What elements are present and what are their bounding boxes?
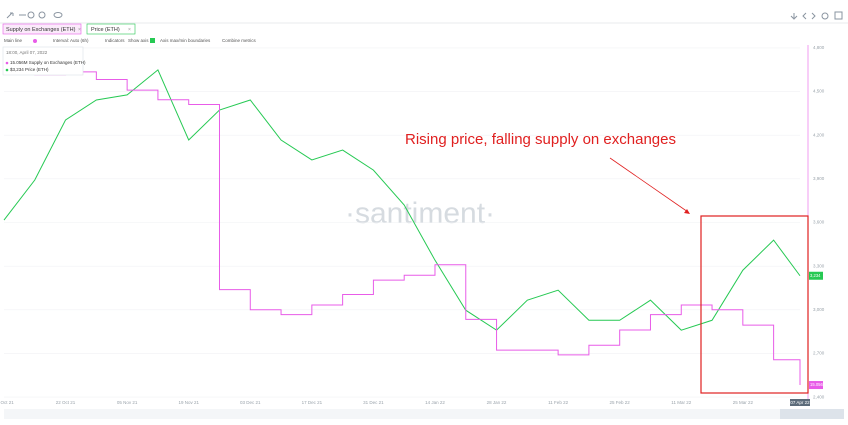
- icon[interactable]: [6, 12, 14, 19]
- y-tick-label: 2,700: [813, 351, 825, 356]
- value-label-box: [809, 271, 823, 280]
- x-tick-label: 11 Mar 22: [671, 400, 691, 405]
- value-label: 3,234: [810, 273, 821, 278]
- y-tick-label: 2,400: [813, 394, 825, 399]
- icon[interactable]: [821, 12, 829, 20]
- y-tick-label: 3,900: [813, 176, 825, 181]
- highlight-box: [700, 215, 809, 394]
- x-tick-label: 17 Dec 21: [302, 400, 323, 405]
- icon[interactable]: [27, 11, 35, 19]
- x-tick-label: 31 Dec 21: [363, 400, 384, 405]
- icon[interactable]: [790, 13, 798, 20]
- y-tick-label: 4,800: [813, 45, 825, 50]
- y-tick-label: 4,200: [813, 132, 825, 137]
- tooltip-line: 15.056M Supply on Exchanges (ETH): [10, 60, 86, 65]
- x-tick-label: 25 Mar 22: [733, 400, 754, 405]
- value-label: 15.056M: [810, 382, 827, 387]
- x-tick-label: 22 Oct 21: [56, 400, 76, 405]
- y-tick-label: 3,300: [813, 263, 825, 268]
- x-tick-label: 07 Apr 22: [790, 400, 810, 405]
- arrow-head: [684, 209, 690, 214]
- series-line: [4, 69, 801, 386]
- plot: 2,400 2,700 3,000 3,300 3,600 3,900 4,200 4,500…: [0, 45, 827, 406]
- icon[interactable]: [834, 11, 843, 20]
- x-tick-label: 19 Nov 21: [178, 400, 199, 405]
- option[interactable]: Combine metrics: [222, 38, 257, 43]
- y-tick-label: 3,000: [813, 307, 825, 312]
- tab-label[interactable]: Supply on Exchanges (ETH): [6, 27, 76, 33]
- tooltip-dot: [5, 68, 9, 72]
- x-tick-label: 14 Jan 22: [425, 400, 445, 405]
- color-dot[interactable]: [33, 39, 37, 43]
- tab[interactable]: [86, 23, 136, 35]
- tooltip: 18:00, April 07, 2022 15.056M Supply on …: [2, 46, 86, 76]
- tab-label[interactable]: Price (ETH): [91, 27, 120, 33]
- option[interactable]: Axis max/min boundaries: [160, 38, 211, 43]
- option[interactable]: Indicators: [105, 38, 125, 43]
- tooltip-dot: [5, 61, 9, 65]
- tab[interactable]: [2, 23, 82, 35]
- arrow: [609, 157, 689, 213]
- tooltip-line: $3,234 Price (ETH): [10, 67, 49, 72]
- x-tick-label: 28 Jan 22: [487, 400, 507, 405]
- option[interactable]: Main line: [4, 38, 23, 43]
- tab-close[interactable]: ×: [128, 27, 131, 33]
- tab-close[interactable]: ×: [78, 27, 81, 33]
- option[interactable]: Interval: Auto (6h): [53, 38, 89, 43]
- icon[interactable]: [802, 12, 816, 20]
- x-tick-highlight: [790, 399, 810, 406]
- x-tick-label: 05 Nov 21: [117, 400, 138, 405]
- tooltip-date: 18:00, April 07, 2022: [6, 50, 48, 55]
- icon[interactable]: [53, 12, 63, 18]
- x-tick-label: 08 Oct 21: [0, 400, 14, 405]
- x-tick-label: 25 Feb 22: [610, 400, 631, 405]
- y-tick-label: 3,600: [813, 220, 825, 225]
- icon[interactable]: [38, 11, 46, 19]
- x-tick-label: 03 Dec 21: [240, 400, 261, 405]
- x-tick-label: 11 Feb 22: [548, 400, 568, 405]
- tooltip-box: [2, 46, 84, 76]
- checkbox[interactable]: [150, 38, 155, 43]
- toolbar: [6, 11, 843, 20]
- series-line: [3, 69, 801, 331]
- navigator-window[interactable]: [780, 409, 844, 419]
- option[interactable]: Show axis: [128, 38, 149, 43]
- watermark: ·santiment·: [345, 197, 495, 230]
- annotation: Rising price, falling supply on exchange…: [405, 131, 676, 148]
- navigator[interactable]: [4, 409, 844, 419]
- y-tick-label: 4,500: [813, 89, 825, 94]
- value-label-box: [809, 381, 823, 390]
